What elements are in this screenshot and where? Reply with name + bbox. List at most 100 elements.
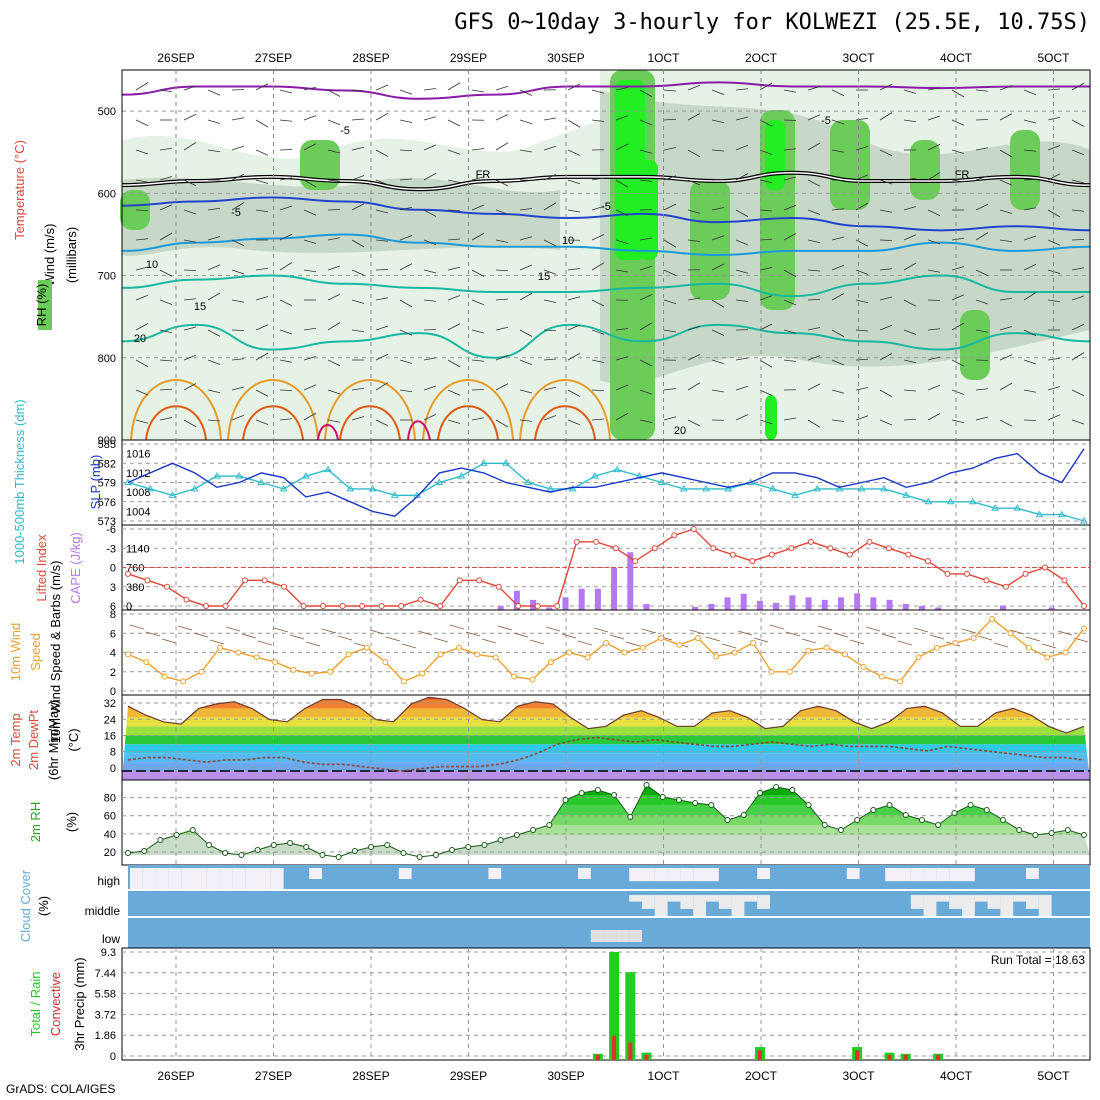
- wind-barb: [303, 115, 317, 121]
- cloud-cell-high: [962, 868, 975, 882]
- slp-line: [127, 448, 1085, 517]
- wind-barb-10m: [929, 634, 945, 640]
- lifted-index-point: [261, 577, 268, 584]
- wind-barb: [1047, 145, 1061, 151]
- wind-barb: [159, 388, 173, 391]
- cape-bar: [643, 603, 650, 610]
- rh-tick-label: 60: [104, 811, 116, 823]
- date-label-bottom: 2OCT: [745, 1069, 778, 1083]
- rh-point: [902, 812, 909, 818]
- cape-bar: [805, 597, 812, 610]
- wind-barb: [783, 417, 797, 421]
- wind-barb: [183, 419, 197, 428]
- wind-barb: [519, 149, 533, 153]
- wind-barb: [903, 389, 917, 392]
- wind-barb: [183, 269, 197, 271]
- temperature-contour: [121, 323, 1091, 359]
- wind-barb: [975, 175, 989, 181]
- wind-barb: [783, 176, 797, 181]
- wind-barb: [711, 359, 725, 365]
- wind-barb: [183, 383, 197, 391]
- rh-point: [449, 847, 456, 853]
- wind-barb: [855, 329, 869, 332]
- temp-tick-label: 24: [104, 714, 116, 726]
- lifted-index-point: [905, 551, 912, 558]
- wind-tick-label: 4: [110, 648, 116, 660]
- wind-barb: [327, 149, 341, 154]
- lifted-index-point: [300, 603, 307, 609]
- pressure-tick-label: 500: [98, 106, 116, 118]
- wind-barb: [879, 268, 893, 271]
- lifted-index-point: [164, 583, 171, 590]
- wind-barb: [471, 232, 485, 241]
- wind-barb: [927, 172, 941, 181]
- wind-barb-10m: [609, 634, 625, 640]
- wind-barb: [543, 174, 557, 181]
- cloud-cell-high: [181, 868, 194, 890]
- precip-convective-bar: [887, 1054, 892, 1060]
- rh-tick-label: 40: [104, 829, 116, 841]
- wind-barb: [783, 329, 797, 334]
- wind-barb: [399, 149, 413, 152]
- wind-barb: [831, 208, 845, 211]
- rh-point: [773, 784, 780, 790]
- wind-barb: [303, 327, 317, 331]
- wind-barb: [159, 329, 173, 334]
- thickness-tick-label: 582: [98, 458, 116, 470]
- wind-barb: [255, 389, 269, 397]
- wind-barb: [687, 354, 701, 361]
- wind-barb: [615, 179, 629, 188]
- page-title: GFS 0~10day 3-hourly for KOLWEZI (25.5E,…: [454, 10, 1090, 35]
- wind-barb: [519, 359, 533, 366]
- precip-convective-bar: [903, 1054, 908, 1060]
- wind-barb: [663, 416, 677, 421]
- wind-barb: [447, 359, 461, 368]
- temp-band: [122, 735, 1090, 745]
- ylabel-lifted-index: Lifted Index: [34, 534, 49, 602]
- wind-barb: [1071, 352, 1085, 361]
- wind-barb: [231, 414, 245, 421]
- wind-barb: [927, 299, 941, 301]
- cape-bar: [1048, 607, 1055, 610]
- run-total: Run Total = 18.63: [991, 953, 1086, 967]
- rh-region-green: [910, 140, 940, 200]
- lifted-index-point: [749, 558, 756, 565]
- cape-bar: [854, 593, 861, 610]
- temperature-contour: [121, 196, 1091, 232]
- wind-barb: [975, 147, 989, 151]
- rh-band: [122, 805, 1090, 815]
- thickness-point: [857, 484, 866, 492]
- wind-barb: [831, 89, 845, 97]
- wind-barb: [423, 172, 437, 181]
- wind-barb: [351, 146, 365, 151]
- wind-barb: [735, 209, 749, 218]
- wind-barb: [807, 114, 821, 121]
- lifted-index-point: [924, 558, 931, 565]
- wind-barb: [591, 89, 605, 94]
- thickness-point: [235, 472, 244, 479]
- temp-tick-label: 16: [104, 730, 116, 742]
- wind-barb: [303, 239, 317, 244]
- cloud-cell-high: [578, 868, 591, 879]
- cape-bar: [497, 605, 504, 610]
- cape-bar: [789, 595, 796, 610]
- precip-convective-bar: [644, 1054, 649, 1060]
- wind-barb: [759, 359, 773, 368]
- wind-barb-10m: [1025, 636, 1041, 642]
- cloud-cell-high: [219, 868, 233, 890]
- thickness-point: [1080, 517, 1088, 524]
- pressure-tick-label: 900: [98, 435, 116, 447]
- wind-barb: [375, 149, 389, 157]
- lifted-index-point: [320, 603, 327, 609]
- wind-barb: [975, 232, 989, 241]
- wind-barb: [879, 296, 893, 301]
- lifted-index-point: [632, 558, 639, 565]
- wind-barb: [591, 177, 605, 181]
- cloud-cell-high: [168, 868, 182, 890]
- lifted-index-point: [125, 570, 131, 577]
- wind-barb: [855, 299, 869, 304]
- rh-point: [287, 840, 294, 846]
- lifted-index-point: [846, 551, 853, 558]
- wind-barb: [975, 203, 989, 211]
- wind-barb: [687, 179, 701, 186]
